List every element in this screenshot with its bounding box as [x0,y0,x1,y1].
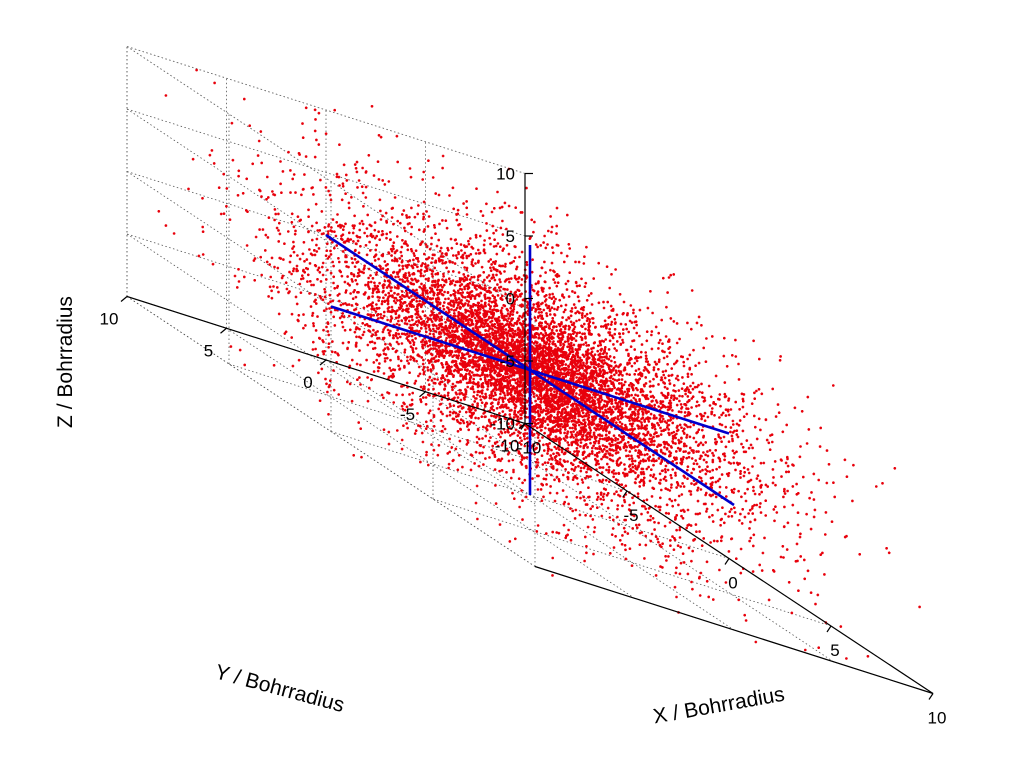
x-tick-label: -5 [623,506,638,525]
y-tick-label: 10 [100,310,119,329]
grid-line [126,108,536,380]
box-edge [534,565,934,695]
z-tick-label: -5 [500,352,515,371]
y-tick-label: 0 [303,373,312,392]
y-axis-label: Y / Bohrradius [213,660,347,717]
y-tick-mark [120,296,128,302]
x-axis-label: X / Bohrradius [651,683,786,729]
grid-line [226,327,635,599]
x-tick-label: 0 [728,574,737,593]
scatter-points [157,68,921,660]
x-tick-mark [928,693,934,700]
y-tick-label: -5 [400,405,415,424]
box-edge [126,46,526,174]
z-tick-label: 0 [506,290,515,309]
y-tick-mark [518,423,526,429]
x-tick-mark [826,625,832,633]
y-tick-label: 5 [204,341,213,360]
box-edge [126,46,536,317]
x-tick-label: 10 [928,709,947,728]
z-axis-label: Z / Bohrradius [54,296,77,428]
z-tick-label: 5 [506,227,515,246]
z-tick-label: 10 [496,165,515,184]
z-tick-label: -10 [490,415,515,434]
x-tick-mark [622,490,628,498]
x-tick-label: 5 [830,641,839,660]
reference-axes [325,233,735,507]
grid-line [432,498,832,627]
grid-line [126,233,536,505]
y-tick-mark [220,327,227,334]
y-tick-label: -10 [495,437,520,456]
grid-line [126,296,536,567]
x-tick-label: -10 [517,439,542,458]
y-tick-mark [319,359,327,366]
grid-line [126,108,526,237]
y-tick-mark [419,391,426,398]
data-points [157,68,921,660]
x-tick-mark [724,558,730,565]
tick-labels: -10 -5 0 5 10 10 5 0 -5 -10 10 5 0 -5 -10 [100,165,947,728]
